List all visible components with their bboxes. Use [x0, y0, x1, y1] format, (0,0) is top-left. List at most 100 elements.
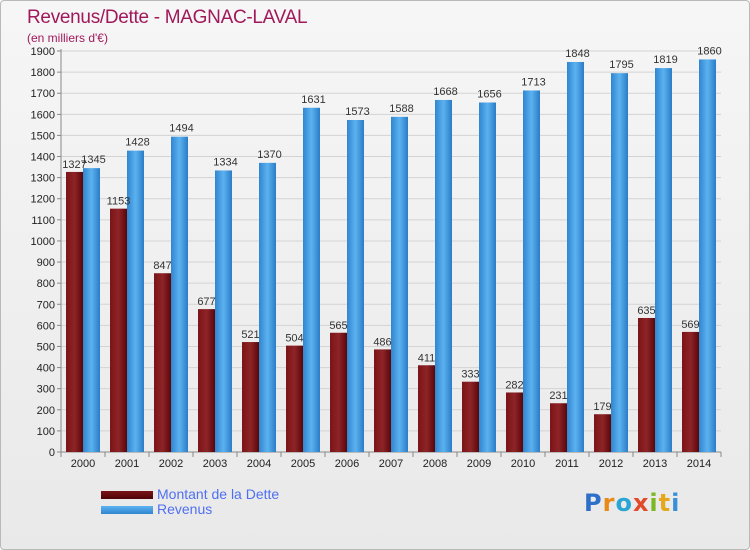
x-tick-label: 2003 — [203, 458, 227, 470]
bar-revenus — [127, 150, 144, 453]
x-tick-label: 2005 — [291, 458, 315, 470]
bar-revenus — [347, 120, 364, 452]
y-tick-label: 1100 — [31, 215, 55, 227]
bar-revenus — [83, 168, 100, 452]
chart-subtitle: (en milliers d'€) — [27, 31, 108, 45]
x-tick-label: 2012 — [599, 458, 623, 470]
bar-revenus — [171, 136, 188, 452]
y-tick-label: 1400 — [31, 152, 55, 164]
data-label-dette: 1327 — [62, 159, 86, 171]
y-tick-label: 1000 — [31, 236, 55, 248]
bar-dette — [374, 349, 391, 452]
bar-revenus — [611, 73, 628, 453]
bar-revenus — [699, 59, 716, 452]
bar-revenus — [567, 61, 584, 453]
legend-swatch-dette — [101, 491, 153, 499]
data-label-revenus: 1713 — [521, 76, 545, 88]
y-tick-label: 400 — [37, 363, 55, 375]
bar-revenus — [435, 99, 452, 453]
y-tick-label: 200 — [37, 405, 55, 417]
y-tick-label: 1600 — [31, 109, 55, 121]
bar-dette — [506, 392, 523, 452]
y-tick-label: 900 — [37, 257, 55, 269]
data-label-dette: 411 — [418, 352, 436, 364]
proxiti-logo: Proxiti — [584, 489, 681, 517]
data-label-revenus: 1848 — [565, 48, 589, 60]
bar-revenus — [303, 107, 320, 452]
x-tick-label: 2010 — [511, 458, 535, 470]
bar-revenus — [479, 102, 496, 453]
chart-title: Revenus/Dette - MAGNAC-LAVAL — [27, 7, 308, 28]
data-label-dette: 231 — [549, 390, 567, 402]
bar-dette — [110, 208, 127, 452]
y-tick-label: 500 — [37, 341, 55, 353]
bar-dette — [242, 342, 259, 452]
data-label-revenus: 1631 — [301, 94, 325, 106]
bar-revenus — [523, 90, 540, 452]
data-label-dette: 847 — [153, 260, 171, 272]
legend-item-dette: Montant de la Dette — [101, 487, 361, 501]
data-label-revenus: 1334 — [213, 156, 237, 168]
legend-swatch-revenus — [101, 506, 153, 514]
bar-dette — [462, 381, 479, 452]
bar-dette — [286, 345, 303, 452]
y-tick-label: 1300 — [31, 173, 55, 185]
x-tick-label: 2004 — [247, 458, 271, 470]
bar-revenus — [391, 116, 408, 452]
bar-dette — [638, 317, 655, 452]
x-tick-label: 2014 — [687, 458, 711, 470]
data-label-revenus: 1668 — [433, 86, 457, 98]
y-tick-label: 1900 — [31, 46, 55, 58]
bar-dette — [330, 332, 347, 452]
y-tick-label: 1800 — [31, 67, 55, 79]
bar-dette — [682, 331, 699, 452]
bars — [66, 59, 716, 453]
y-tick-label: 1700 — [31, 88, 55, 100]
data-label-dette: 569 — [681, 319, 699, 331]
data-label-dette: 635 — [637, 305, 655, 317]
y-tick-label: 0 — [49, 447, 55, 459]
data-label-revenus: 1819 — [653, 54, 677, 66]
data-label-dette: 486 — [373, 336, 391, 348]
x-tick-label: 2006 — [335, 458, 359, 470]
x-tick-label: 2008 — [423, 458, 447, 470]
y-tick-label: 1200 — [31, 194, 55, 206]
data-label-dette: 282 — [505, 379, 523, 391]
y-tick-label: 700 — [37, 299, 55, 311]
y-tick-label: 1500 — [31, 130, 55, 142]
data-label-revenus: 1428 — [125, 137, 149, 149]
bar-revenus — [655, 68, 672, 452]
data-label-revenus: 1370 — [257, 149, 281, 161]
data-label-dette: 504 — [285, 333, 303, 345]
y-tick-label: 300 — [37, 384, 55, 396]
bar-dette — [550, 403, 567, 452]
x-tick-label: 2000 — [71, 458, 95, 470]
data-label-revenus: 1494 — [169, 123, 193, 135]
y-tick-label: 600 — [37, 320, 55, 332]
bar-dette — [66, 171, 83, 452]
legend-item-revenus: Revenus — [101, 502, 361, 516]
x-tick-label: 2007 — [379, 458, 403, 470]
bar-dette — [594, 414, 611, 452]
bar-revenus — [259, 162, 276, 452]
data-label-dette: 677 — [197, 296, 215, 308]
x-tick-label: 2001 — [115, 458, 139, 470]
y-tick-label: 100 — [37, 426, 55, 438]
bar-dette — [154, 273, 171, 452]
data-label-revenus: 1860 — [697, 45, 721, 57]
x-tick-label: 2009 — [467, 458, 491, 470]
data-label-revenus: 1588 — [389, 103, 413, 115]
legend-label-dette: Montant de la Dette — [157, 486, 280, 502]
data-label-revenus: 1573 — [345, 106, 369, 118]
data-label-revenus: 1656 — [477, 88, 501, 100]
x-tick-label: 2002 — [159, 458, 183, 470]
bar-dette — [198, 309, 215, 452]
bar-revenus — [215, 170, 232, 452]
legend-label-revenus: Revenus — [157, 501, 213, 517]
data-label-revenus: 1345 — [81, 154, 105, 166]
data-label-dette: 333 — [461, 369, 479, 381]
bar-dette — [418, 365, 435, 452]
